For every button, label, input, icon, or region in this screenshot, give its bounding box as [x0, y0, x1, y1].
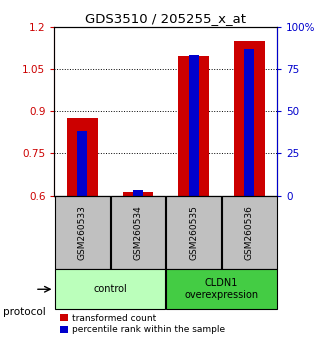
Text: GSM260533: GSM260533 [78, 205, 87, 260]
Bar [123, 192, 153, 195]
Title: GDS3510 / 205255_x_at: GDS3510 / 205255_x_at [85, 12, 246, 25]
Text: protocol: protocol [3, 307, 46, 317]
Bar [166, 269, 277, 309]
Text: control: control [93, 284, 127, 294]
Bar [77, 131, 87, 195]
Bar [55, 195, 110, 269]
Text: CLDN1
overexpression: CLDN1 overexpression [184, 279, 259, 300]
Legend: transformed count, percentile rank within the sample: transformed count, percentile rank withi… [57, 310, 229, 338]
Bar [178, 56, 209, 195]
Bar [166, 195, 221, 269]
Text: GSM260535: GSM260535 [189, 205, 198, 260]
Bar [67, 118, 98, 195]
Text: GSM260534: GSM260534 [133, 205, 143, 260]
Bar [55, 269, 165, 309]
Bar [189, 55, 199, 195]
Text: GSM260536: GSM260536 [245, 205, 254, 260]
Bar [222, 195, 277, 269]
Bar [234, 41, 265, 195]
Bar [133, 190, 143, 195]
Bar [111, 195, 165, 269]
Bar [244, 48, 254, 195]
